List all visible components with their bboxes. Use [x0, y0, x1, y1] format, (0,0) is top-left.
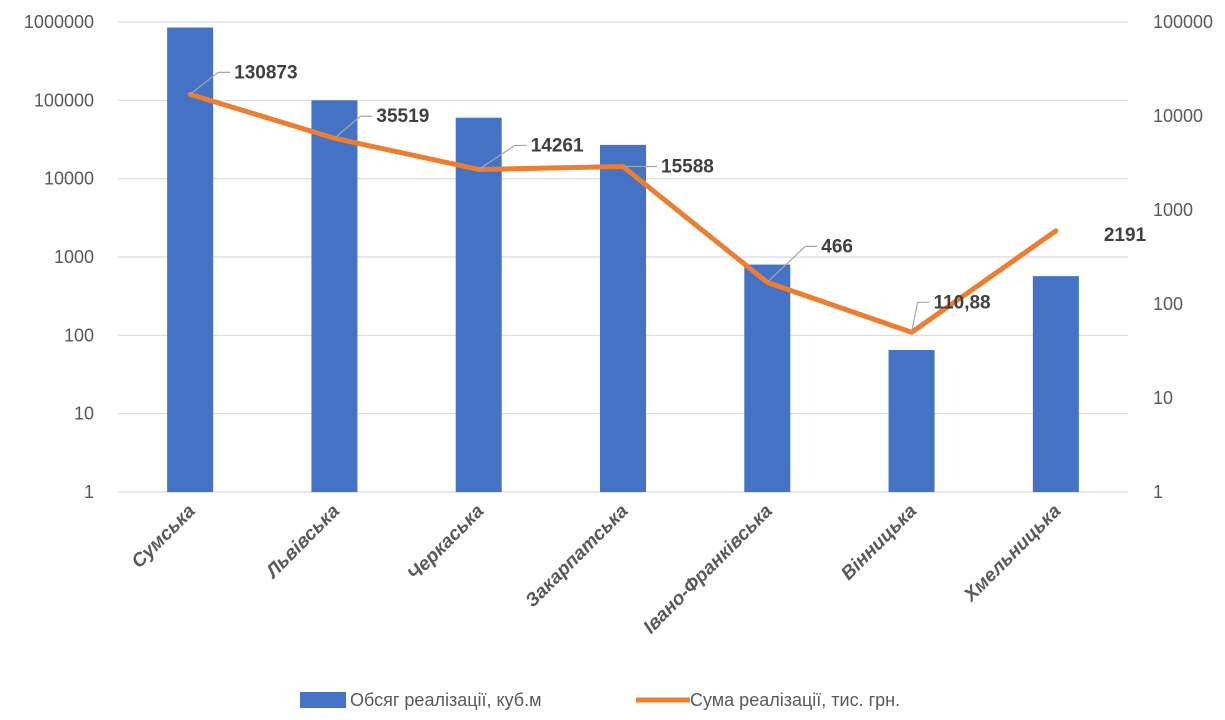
bar: [311, 100, 358, 492]
legend: Обсяг реалізації, куб.м Сума реалізації, …: [300, 690, 900, 710]
data-label: 35519: [376, 106, 429, 127]
bar-series: [167, 27, 1079, 493]
bar: [744, 264, 791, 492]
left-axis: 1 10 100 1000 10000 100000 1000000: [24, 12, 94, 502]
leader-lines: [189, 71, 930, 333]
right-tick-label: 10000: [1153, 106, 1203, 126]
bar: [888, 349, 935, 492]
bar: [1032, 276, 1079, 492]
category-label: Черкаська: [404, 500, 489, 585]
bar: [167, 27, 214, 493]
right-tick-label: 10: [1153, 388, 1173, 408]
right-tick-label: 100000: [1153, 12, 1213, 32]
legend-label: Сума реалізації, тис. грн.: [690, 690, 900, 710]
data-label: 2191: [1104, 225, 1147, 246]
left-tick-label: 10000: [44, 169, 94, 189]
data-label: 110,88: [934, 292, 991, 313]
leader-line: [189, 71, 231, 95]
left-tick-label: 1000: [54, 247, 94, 267]
right-tick-label: 1: [1153, 482, 1163, 502]
leader-line: [766, 245, 818, 283]
category-label: Львівська: [261, 500, 344, 583]
bar: [600, 144, 646, 492]
left-tick-label: 100: [64, 325, 94, 345]
category-label: Вінницька: [837, 500, 921, 584]
right-tick-label: 100: [1153, 294, 1183, 314]
leader-line: [478, 144, 527, 170]
leader-line: [334, 115, 373, 139]
data-label: 15588: [661, 157, 714, 178]
left-tick-label: 1000000: [24, 12, 94, 32]
bar: [455, 117, 502, 492]
data-label: 130873: [234, 62, 297, 83]
left-tick-label: 1: [84, 482, 94, 502]
legend-swatch-bar: [300, 692, 346, 708]
category-label: Хмельницька: [960, 500, 1066, 606]
legend-label: Обсяг реалізації, куб.м: [350, 690, 542, 710]
left-tick-label: 100000: [34, 90, 94, 110]
right-tick-label: 1000: [1153, 200, 1193, 220]
data-labels: 130873 35519 14261 15588 466 110,88 2191: [234, 62, 1146, 313]
leader-line: [910, 301, 930, 333]
left-tick-label: 10: [74, 404, 94, 424]
data-label: 466: [821, 236, 853, 257]
right-axis: 1 10 100 1000 10000 100000: [1153, 12, 1213, 502]
category-label: Закарпатська: [522, 500, 633, 611]
category-label: Сумська: [128, 500, 200, 572]
category-label: Івано-Франківська: [640, 500, 778, 638]
category-axis: Сумська Львівська Черкаська Закарпатська Іва…: [128, 500, 1066, 638]
data-label: 14261: [531, 135, 584, 156]
